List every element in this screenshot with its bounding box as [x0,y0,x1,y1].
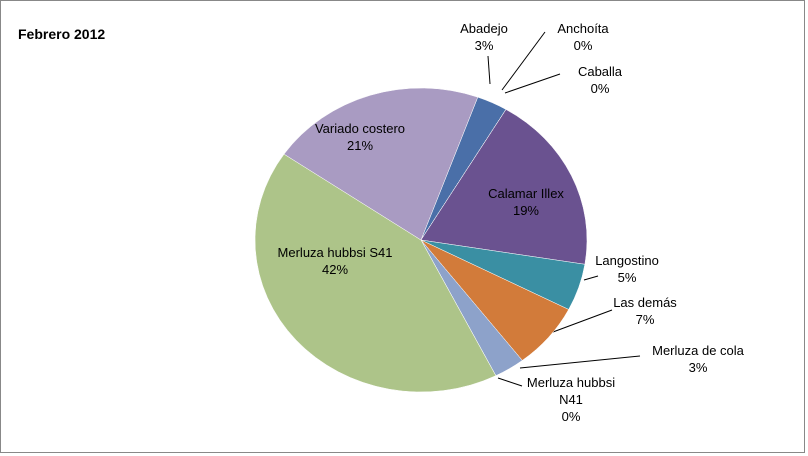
pie-slice [254,153,497,393]
pie-slice [420,109,588,265]
leader-line [504,73,561,94]
slice-value: 5% [617,270,637,285]
slice-value: 3% [474,38,494,53]
slice-name: Merluza de cola [652,343,744,358]
slice-label: Abadejo 3% [460,20,508,54]
slice-label: Las demás 7% [613,294,677,328]
slice-value: 0% [573,38,593,53]
slice-name: Variado costero [314,121,406,136]
slice-label: Variado costero 21% [315,120,405,154]
slice-label: Langostino 5% [595,252,659,286]
slice-name: Anchoíta [557,21,609,36]
slice-value: 21% [346,138,374,153]
slice-name: Merluza hubbsi N41 [526,375,616,407]
pie-slice [283,87,479,241]
leader-line [497,377,523,387]
slice-name: Las demás [613,295,677,310]
leader-line [583,275,599,281]
slice-label: Caballa 0% [578,63,622,97]
slice-name: Calamar Illex [488,186,564,201]
pie [254,87,588,393]
slice-label: Merluza hubbsi N41 0% [516,374,626,425]
leader-lines [487,31,641,387]
slice-value: 42% [321,262,349,277]
slice-label: Calamar Illex 19% [488,185,564,219]
leader-line [519,355,641,369]
slice-name: Langostino [595,253,659,268]
slice-value: 7% [635,312,655,327]
slice-value: 3% [688,360,708,375]
slice-name: Abadejo [460,21,508,36]
slice-label: Merluza de cola 3% [652,342,744,376]
slice-label: Merluza hubbsi S41 42% [278,244,393,278]
leader-line [501,31,546,91]
leader-line [487,55,491,85]
leader-line [552,309,613,333]
slice-label: Anchoíta 0% [557,20,608,54]
slice-name: Merluza hubbsi S41 [277,245,393,260]
chart-title: Febrero 2012 [18,26,106,42]
slice-value: 0% [590,81,610,96]
slice-value: 0% [561,409,581,424]
slice-value: 19% [512,203,540,218]
slice-name: Caballa [577,64,623,79]
